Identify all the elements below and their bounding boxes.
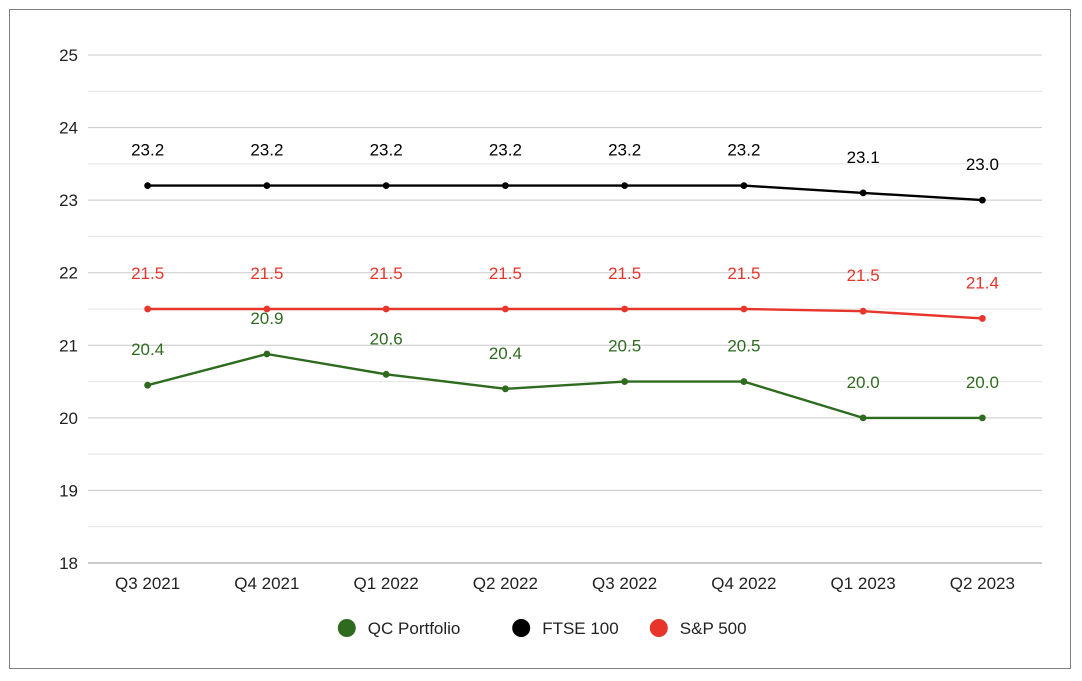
data-point [263, 350, 271, 358]
x-tick-label: Q3 2021 [115, 574, 180, 593]
data-point [740, 305, 748, 313]
legend-label: QC Portfolio [368, 619, 461, 638]
data-labels: 20.4 20.9 20.6 20.4 20.5 20.5 20.0 20.0 23.2 23.2… [131, 141, 999, 392]
legend-swatch [512, 619, 531, 637]
data-point [621, 305, 629, 313]
legend: QC Portfolio FTSE 100 S&P 500 [337, 619, 747, 638]
series-line-1 [147, 184, 983, 202]
x-tick-label: Q2 2022 [473, 574, 538, 593]
data-point [382, 370, 390, 378]
data-point [382, 305, 390, 313]
data-label: 20.5 [608, 337, 641, 356]
data-point [859, 414, 867, 422]
data-label: 20.0 [966, 373, 999, 392]
x-tick-label: Q1 2022 [354, 574, 419, 593]
data-point [978, 414, 986, 422]
y-axis-ticks: 18 19 20 21 22 23 24 25 [59, 46, 78, 573]
data-point [859, 189, 867, 197]
legend-swatch [337, 619, 356, 637]
data-point [859, 307, 867, 315]
data-label: 20.6 [370, 329, 403, 348]
data-label: 21.5 [370, 264, 403, 283]
y-tick-label: 19 [59, 481, 78, 500]
data-label: 20.4 [489, 344, 522, 363]
y-tick-label: 21 [59, 336, 78, 355]
data-point [382, 182, 390, 190]
data-point [740, 182, 748, 190]
data-point [144, 305, 152, 313]
series-line-2 [147, 307, 983, 320]
x-tick-label: Q2 2023 [950, 574, 1015, 593]
series-line-0 [147, 352, 983, 420]
y-tick-label: 22 [59, 264, 78, 283]
x-tick-label: Q4 2021 [234, 574, 299, 593]
data-point [263, 305, 271, 313]
data-point [621, 182, 629, 190]
data-label: 21.5 [131, 264, 164, 283]
data-point [621, 378, 629, 385]
y-tick-label: 23 [59, 191, 78, 210]
data-label: 23.0 [966, 155, 999, 174]
data-label: 23.2 [370, 141, 403, 160]
data-label: 20.4 [131, 340, 164, 359]
data-point [263, 182, 271, 190]
data-point [144, 182, 152, 190]
data-label: 20.5 [727, 337, 760, 356]
series-lines [144, 182, 986, 422]
data-label: 23.2 [489, 141, 522, 160]
data-point [978, 315, 986, 322]
data-label: 20.9 [250, 309, 283, 328]
data-label: 21.4 [966, 273, 999, 292]
data-label: 23.2 [131, 141, 164, 160]
data-label: 23.2 [250, 141, 283, 160]
data-label: 20.0 [847, 373, 880, 392]
data-label: 21.5 [727, 264, 760, 283]
x-tick-label: Q4 2022 [711, 574, 776, 593]
legend-label: FTSE 100 [542, 619, 619, 638]
data-point [978, 196, 986, 204]
data-label: 23.1 [847, 148, 880, 167]
data-label: 21.5 [608, 264, 641, 283]
x-axis-ticks: Q3 2021 Q4 2021 Q1 2022 Q2 2022 Q3 2022 Q4 20… [115, 574, 1015, 593]
data-point [501, 182, 509, 190]
y-tick-label: 20 [59, 409, 78, 428]
y-tick-label: 25 [59, 46, 78, 65]
data-label: 21.5 [847, 266, 880, 285]
data-point [501, 385, 509, 393]
data-point [501, 305, 509, 313]
x-tick-label: Q3 2022 [592, 574, 657, 593]
y-tick-label: 18 [59, 554, 78, 573]
chart-frame [9, 9, 1071, 669]
y-tick-label: 24 [59, 119, 78, 138]
data-label: 23.2 [727, 141, 760, 160]
data-point [740, 378, 748, 385]
legend-swatch [649, 619, 668, 637]
legend-label: S&P 500 [680, 619, 747, 638]
x-tick-label: Q1 2023 [831, 574, 896, 593]
grid-lines [88, 54, 1042, 564]
data-label: 21.5 [489, 264, 522, 283]
data-label: 23.2 [608, 141, 641, 160]
data-point [144, 381, 152, 389]
data-label: 21.5 [250, 264, 283, 283]
